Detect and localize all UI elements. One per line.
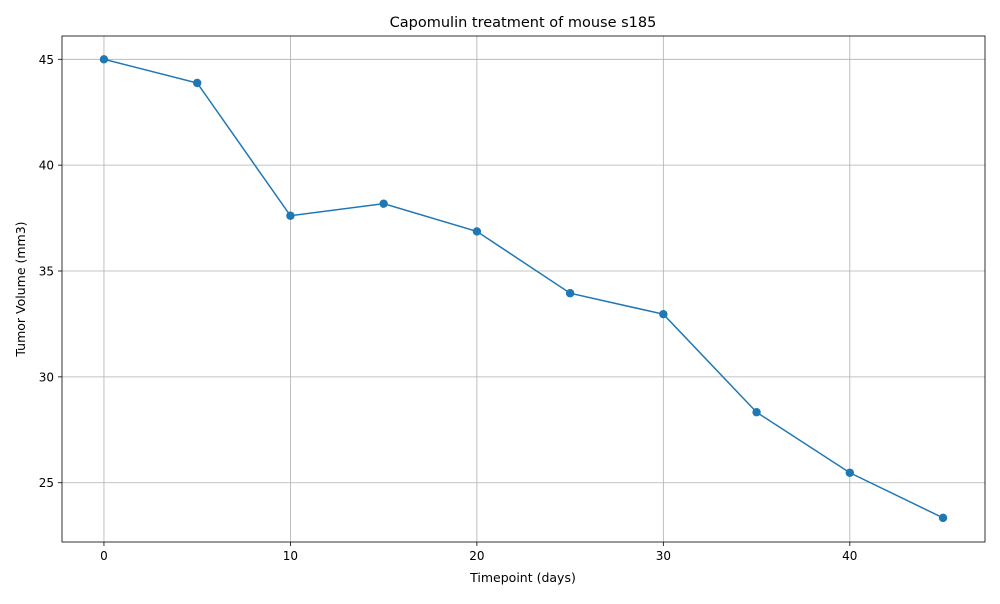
data-point (752, 408, 761, 417)
chart-title: Capomulin treatment of mouse s185 (390, 15, 657, 31)
y-tick-label: 25 (39, 476, 54, 490)
data-point (286, 211, 295, 220)
y-tick-label: 40 (39, 159, 54, 173)
data-point (99, 55, 109, 64)
series-line (103, 58, 944, 519)
x-tick-label: 0 (100, 549, 108, 563)
data-point (192, 78, 202, 88)
plot-frame (61, 35, 986, 543)
y-tick-label: 30 (39, 370, 54, 384)
data-point (659, 309, 668, 319)
y-axis-label: Tumor Volume (mm3) (13, 221, 28, 357)
data-point (472, 227, 482, 236)
x-axis-label: Timepoint (days) (469, 570, 576, 585)
series-group (99, 55, 948, 523)
y-tick-label: 45 (39, 53, 54, 67)
x-tick-label: 20 (469, 549, 484, 563)
data-point (565, 289, 575, 298)
grid (62, 36, 985, 542)
y-tick-label: 35 (39, 265, 54, 279)
x-tick-label: 10 (283, 549, 298, 563)
x-tick-label: 30 (656, 549, 671, 563)
x-tick-label: 40 (842, 549, 857, 563)
data-point (845, 468, 855, 477)
axes: 0 10 20 30 40 25 30 35 40 45 (39, 35, 986, 563)
data-point (938, 513, 948, 523)
data-point (379, 199, 388, 208)
